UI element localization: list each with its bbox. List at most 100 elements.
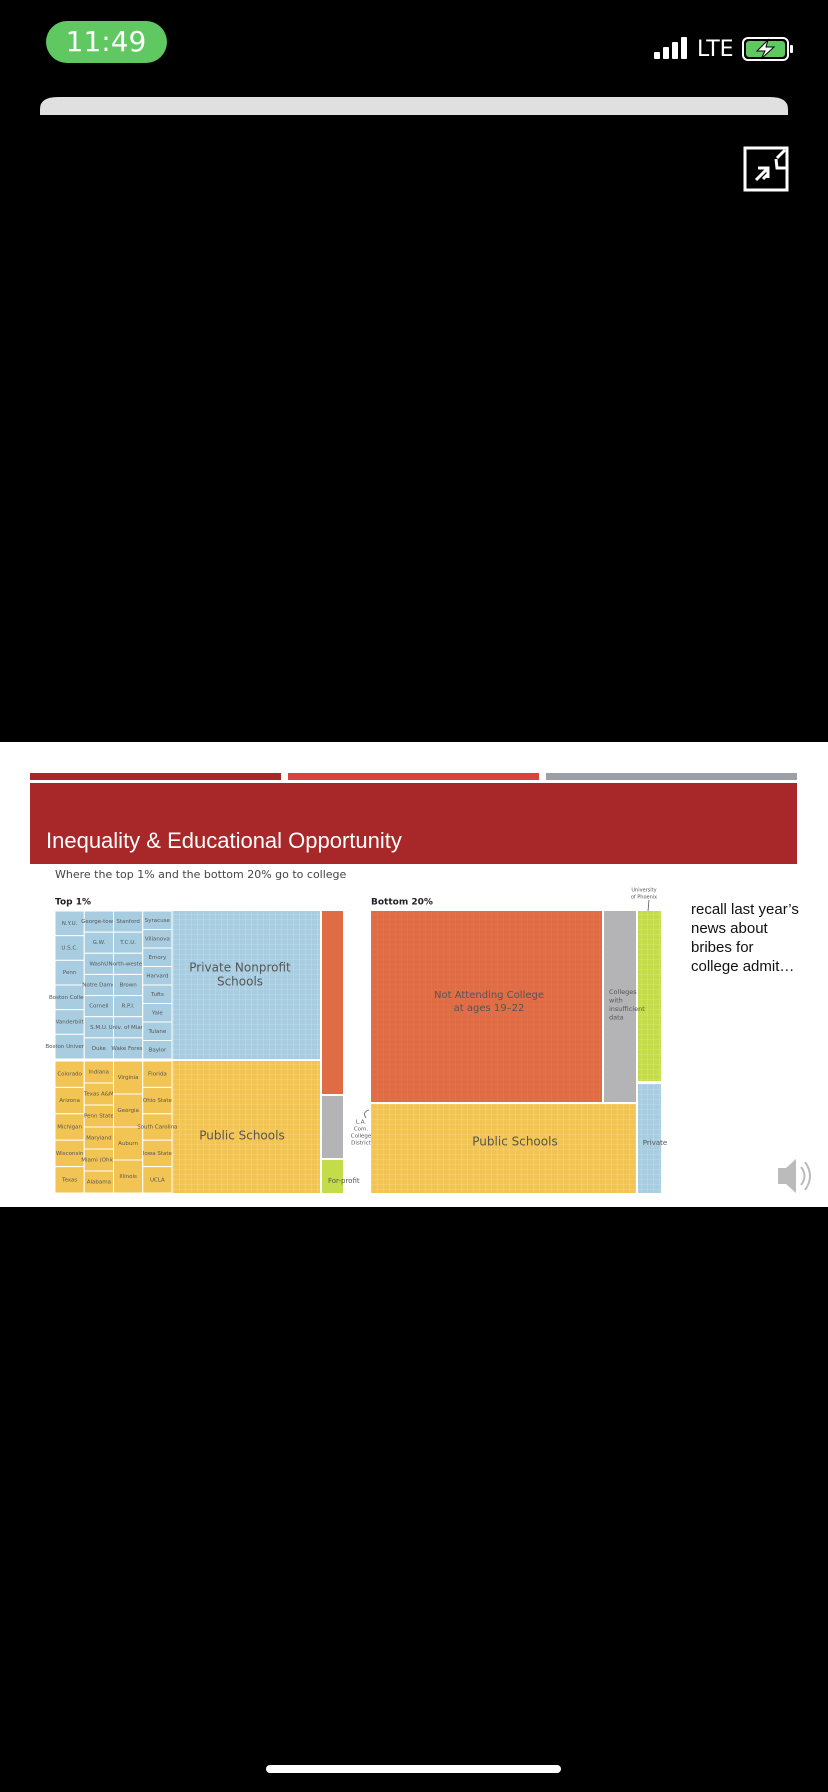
texture [638,1084,661,1193]
exit-fullscreen-button[interactable] [743,146,789,192]
school-name: Texas [61,1177,77,1183]
school-name: Brown [119,983,137,989]
label: data [609,1014,624,1022]
school-name: Wisconsin [56,1151,84,1157]
school-name: T.C.U. [119,940,136,946]
battery [742,37,793,61]
school-name: UCLA [150,1177,165,1183]
label: L.A. [356,1120,366,1126]
label: Public Schools [199,1129,284,1143]
school-name: G.W. [93,940,106,946]
school-name: Penn State [84,1114,114,1120]
label: of Phoenix [631,895,657,901]
school-name: Harvard [146,973,168,979]
school-name: Texas A&M [83,1092,114,1098]
school-name: Georgia [117,1108,139,1114]
school-name: Michigan [57,1125,82,1131]
school-name: Duke [92,1046,107,1052]
school-name: South Carolina [137,1125,177,1131]
school-cell [142,1040,173,1060]
school-cell [142,1113,173,1141]
texture [371,1104,636,1193]
school-name: George-town [81,919,117,925]
label: recall last year’s [691,901,799,918]
texture [172,1061,320,1193]
school-cell [54,910,85,937]
school-name: Auburn [118,1141,138,1147]
school-cell [54,1033,85,1060]
school-name: Cornell [89,1004,109,1010]
slide-title: Inequality & Educational Opportunity [46,828,402,853]
school-name: Univ. of Miami [109,1025,148,1031]
school-name: Baylor [149,1047,167,1053]
label: District [351,1141,372,1147]
label: Public Schools [472,1135,557,1149]
school-name: N.Y.U. [62,921,78,927]
school-name: Florida [148,1072,167,1078]
school-name: Penn [63,970,77,976]
school-name: S.M.U. [90,1025,108,1031]
label: Private [643,1139,667,1147]
label: Com. [354,1127,369,1133]
texture [371,911,602,1102]
school-name: Arizona [59,1098,80,1104]
label: with [609,997,623,1005]
label: news about [691,920,769,937]
school-cell [142,1060,173,1088]
school-cell [54,1166,85,1194]
home-indicator [266,1765,561,1773]
school-name: Colorado [57,1072,82,1078]
school-cell [113,1093,144,1128]
school-name: Virginia [118,1075,139,1081]
school-cell [54,1139,85,1168]
school-name: Yale [151,1010,164,1016]
school-name: Iowa State [143,1151,173,1157]
school-cell [142,1166,173,1194]
school-name: Syracuse [145,918,171,924]
texture [172,911,320,1059]
title-band [30,783,797,864]
label: Private Nonprofit [189,961,291,975]
school-cell [113,1060,144,1095]
clock: 11:49 [66,25,147,58]
for-profit-area [322,1160,343,1193]
network: LTE [697,37,734,62]
school-name: R.P.I. [122,1004,135,1010]
label: at ages 19–22 [454,1003,525,1014]
school-name: Indiana [89,1070,109,1076]
sheet-edge [40,97,788,115]
insufficient-area [604,911,636,1102]
subtitle: Where the top 1% and the bottom 20% go t… [55,868,347,881]
school-name: Boston College [49,995,91,1001]
school-name: Ohio State [143,1098,173,1104]
label: bribes for [691,939,754,956]
school-name: Wake Forest [111,1046,145,1052]
school-name: Miami (Ohio) [81,1158,116,1164]
school-name: U.S.C. [61,946,78,952]
label: University [631,888,656,894]
school-name: Alabama [87,1180,111,1186]
school-name: Villanova [145,936,170,942]
school-name: Boston University [45,1044,94,1050]
leader-line [647,899,650,912]
signal [654,37,687,59]
school-cell [142,1139,173,1168]
label: Schools [217,975,263,989]
school-name: Illinois [119,1174,137,1180]
school-cell [113,1159,144,1194]
label: Colleges [609,988,637,996]
school-name: North-western [108,961,148,967]
panel-label: Bottom 20% [371,898,433,908]
speaker-button[interactable] [778,1159,811,1193]
school-name: Tufts [150,992,164,998]
label: insufficient [609,1005,645,1013]
label: College [351,1134,372,1140]
stripe [546,773,797,780]
not-attending-area [322,911,343,1094]
school-cell [142,1086,173,1115]
label: Not Attending College [434,990,544,1001]
school-cell [54,984,85,1011]
leader-line [364,1109,370,1119]
